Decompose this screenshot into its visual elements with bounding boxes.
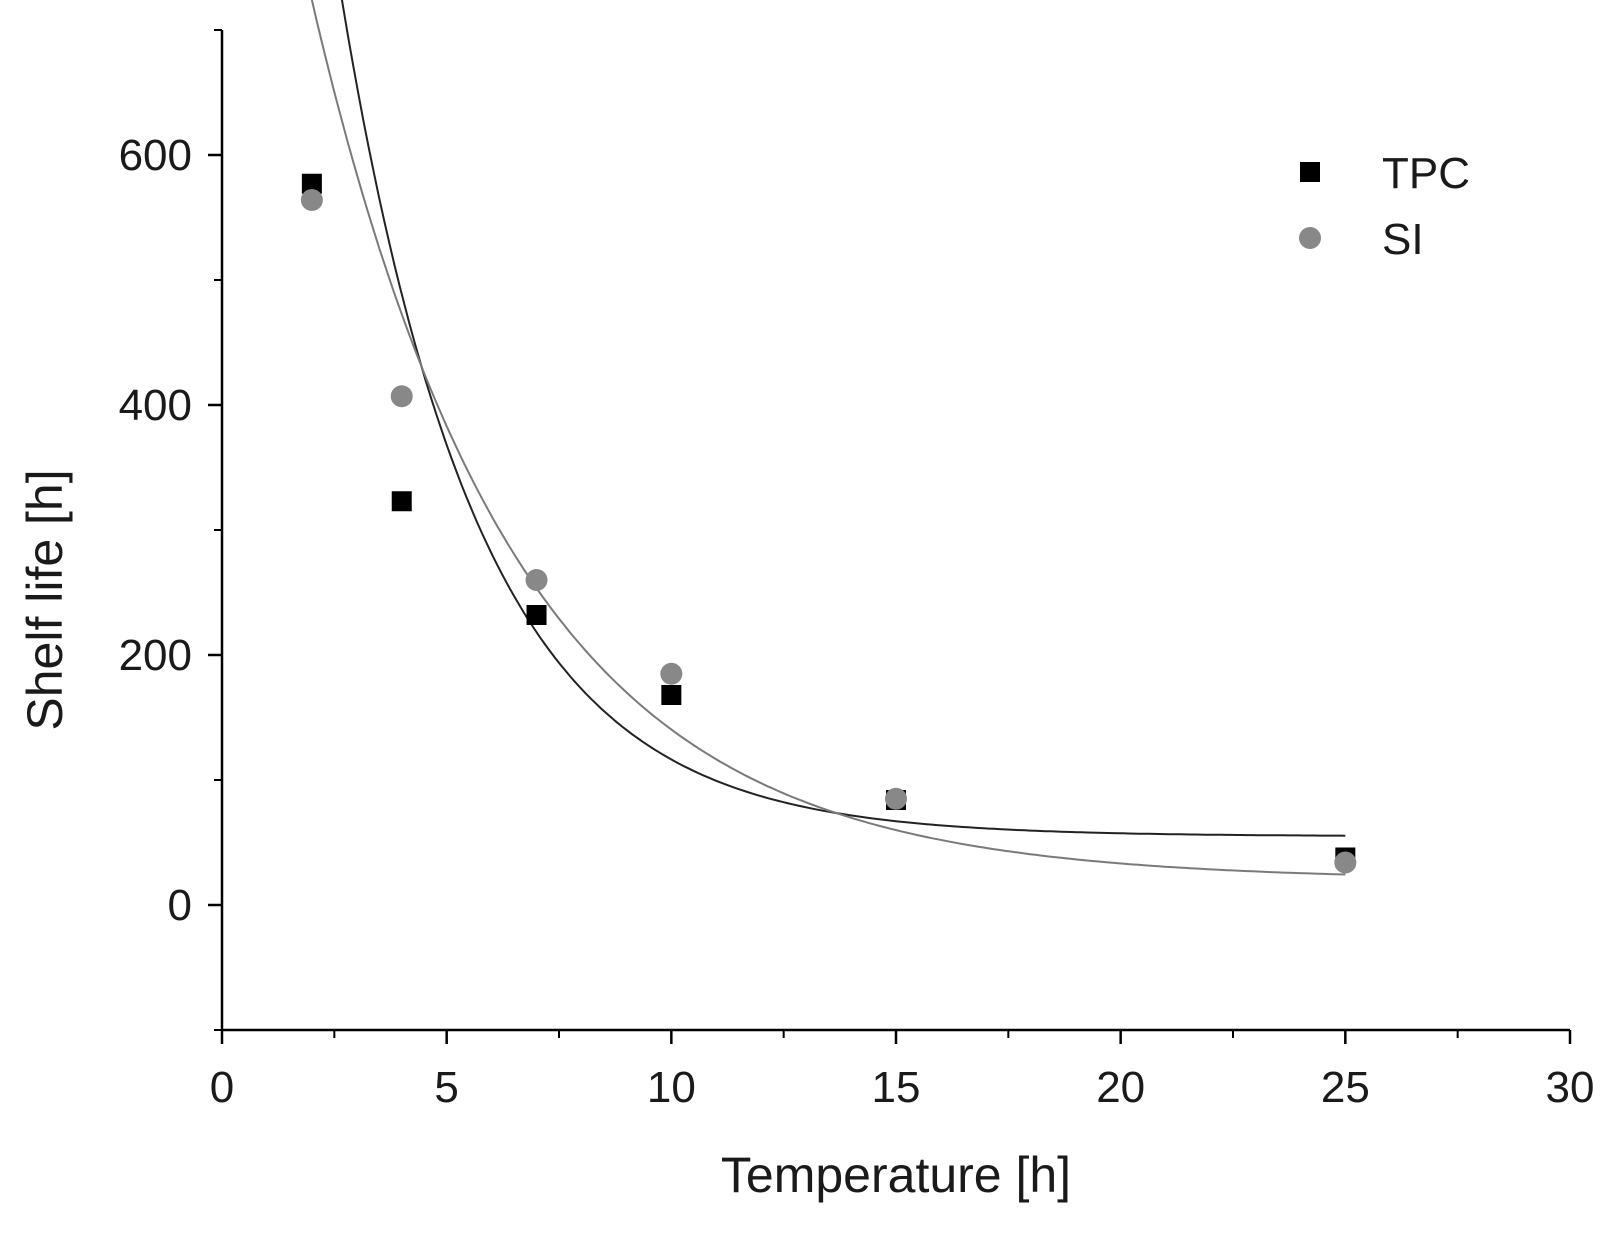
point-si bbox=[300, 189, 323, 211]
y-axis-title: Shelf life [h] bbox=[17, 469, 73, 730]
x-tick-label: 0 bbox=[210, 1063, 234, 1112]
legend-marker-si bbox=[1299, 227, 1321, 249]
y-tick-label: 0 bbox=[168, 881, 192, 930]
point-si bbox=[525, 569, 548, 591]
y-tick-label: 400 bbox=[119, 381, 192, 430]
point-si bbox=[885, 787, 907, 810]
x-tick-label: 5 bbox=[434, 1063, 458, 1112]
point-si bbox=[390, 385, 413, 408]
x-tick-label: 20 bbox=[1096, 1063, 1145, 1112]
fit-curve-tpc bbox=[340, 0, 1346, 837]
legend-label-si: SI bbox=[1382, 215, 1424, 264]
x-tick-label: 25 bbox=[1321, 1063, 1370, 1112]
point-tpc bbox=[526, 605, 547, 625]
point-tpc bbox=[301, 173, 322, 194]
point-si bbox=[1334, 851, 1357, 874]
fit-curve-si bbox=[310, 0, 1346, 876]
y-tick-label: 200 bbox=[119, 631, 192, 680]
x-tick-label: 15 bbox=[872, 1063, 921, 1112]
legend-label-tpc: TPC bbox=[1382, 149, 1470, 198]
x-tick-label: 30 bbox=[1546, 1063, 1595, 1112]
x-axis-title: Temperature [h] bbox=[721, 1147, 1071, 1203]
point-tpc bbox=[661, 685, 682, 705]
axes: 0 5 10 15 20 25 30 0 200 400 600 bbox=[119, 29, 1595, 1112]
point-si bbox=[660, 662, 683, 685]
legend: TPC SI bbox=[1299, 149, 1470, 264]
y-tick-label: 600 bbox=[119, 131, 192, 180]
axis-ticks: 0 5 10 15 20 25 30 0 200 400 600 bbox=[119, 29, 1595, 1112]
fit-curves bbox=[310, 0, 1346, 876]
point-tpc bbox=[391, 491, 412, 512]
legend-marker-tpc bbox=[1300, 162, 1320, 182]
data-points bbox=[300, 173, 1357, 874]
x-tick-label: 10 bbox=[647, 1063, 696, 1112]
